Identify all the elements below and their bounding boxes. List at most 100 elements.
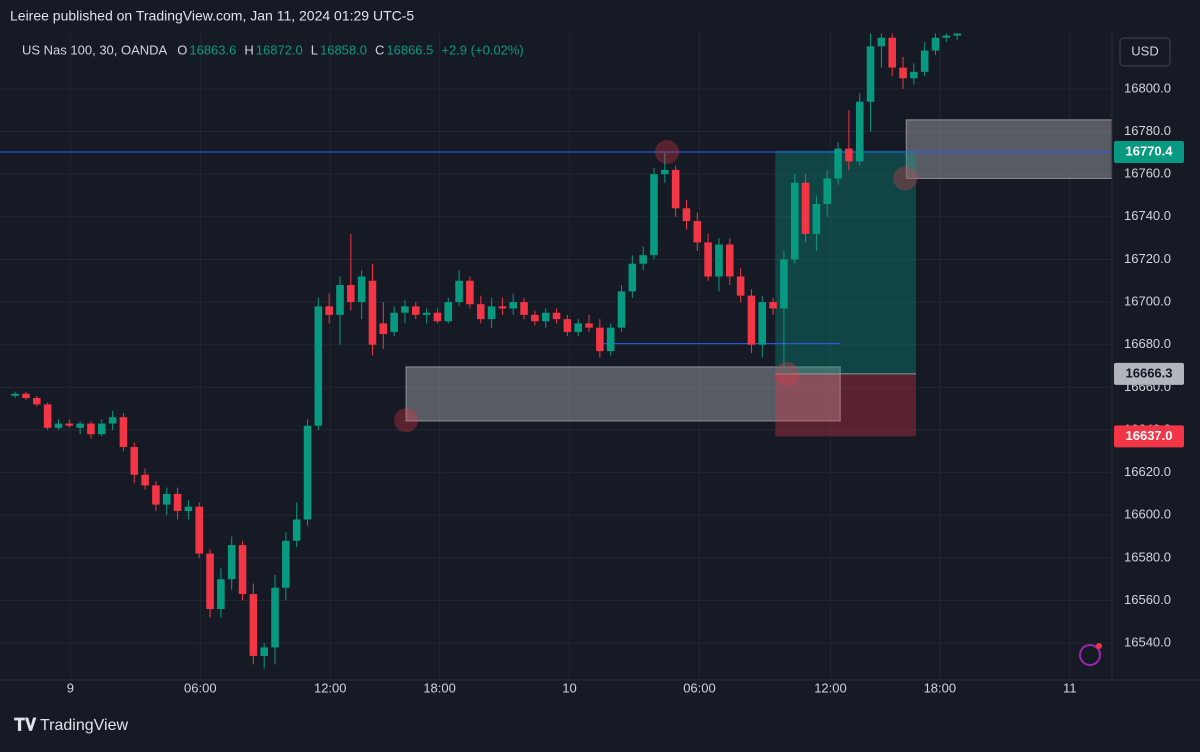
- candle-body: [11, 393, 19, 396]
- candle-body: [682, 208, 691, 222]
- legend-text: 16858.0: [320, 42, 367, 57]
- candle-body: [271, 587, 279, 648]
- candle-body: [715, 244, 723, 277]
- footer-logo: TradingView: [40, 717, 128, 734]
- price-tag: [1114, 425, 1184, 448]
- candle-body: [888, 37, 896, 68]
- price-tag: [1114, 141, 1184, 164]
- candle-body: [574, 323, 582, 332]
- legend-text: H: [244, 42, 253, 57]
- candle-body: [119, 417, 128, 448]
- candle-body: [390, 312, 398, 332]
- candle-body: [596, 327, 604, 352]
- candle-body: [206, 553, 214, 610]
- candle-body: [823, 178, 832, 205]
- candle-body: [693, 221, 702, 243]
- candle-body: [260, 647, 268, 656]
- candle-body: [227, 545, 236, 580]
- candle-body: [509, 302, 518, 309]
- x-tick-label: 10: [562, 680, 576, 695]
- legend-text: C: [375, 42, 384, 57]
- marker: [654, 140, 679, 165]
- candle-body: [292, 519, 301, 541]
- candle-body: [563, 319, 572, 332]
- candle-body: [303, 425, 312, 520]
- legend-text: +2.9 (+0.02%): [441, 42, 523, 57]
- zone: [405, 366, 841, 422]
- candle-body: [931, 37, 940, 51]
- y-tick-label: 16560.0: [1124, 592, 1171, 607]
- price-tag-label: 16770.4: [1126, 143, 1174, 158]
- candle-body: [76, 423, 84, 428]
- legend-text: US Nas 100, 30, OANDA: [22, 42, 168, 57]
- alert-icon[interactable]: [1079, 644, 1101, 666]
- candle-body: [725, 244, 734, 277]
- candle-body: [401, 306, 409, 313]
- zone: [905, 119, 1113, 179]
- marker: [394, 408, 419, 433]
- candle-body: [498, 306, 507, 309]
- candle-body: [650, 174, 658, 256]
- candle-body: [314, 306, 323, 426]
- candle-body: [152, 485, 160, 505]
- y-tick-label: 16600.0: [1124, 507, 1171, 522]
- candle-body: [747, 295, 756, 345]
- candle-body: [282, 540, 290, 588]
- currency-box[interactable]: [1119, 37, 1171, 67]
- price-tag-label: 16637.0: [1126, 428, 1173, 443]
- y-tick-label: 16680.0: [1124, 336, 1171, 351]
- candle-body: [671, 169, 680, 209]
- candle-body: [920, 50, 929, 72]
- candle-body: [54, 423, 63, 428]
- candle-body: [476, 304, 485, 320]
- candle-body: [22, 393, 30, 398]
- candle-body: [162, 493, 171, 505]
- candle-body: [325, 306, 333, 315]
- candle-body: [487, 306, 496, 320]
- x-tick-label: 12:00: [314, 680, 347, 695]
- x-tick-label: 18:00: [423, 680, 456, 695]
- candle-body: [790, 182, 799, 260]
- x-tick-label: 06:00: [184, 680, 217, 695]
- candle-body: [855, 101, 864, 162]
- profit-zone: [775, 150, 917, 374]
- legend-text: L: [311, 42, 318, 57]
- y-tick-label: 16760.0: [1124, 166, 1171, 181]
- x-tick-label: 11: [1063, 680, 1077, 695]
- y-tick-label: 16800.0: [1124, 80, 1171, 95]
- candle-body: [217, 579, 225, 610]
- legend-text: 16866.5: [386, 42, 433, 57]
- candle-body: [130, 447, 139, 475]
- candle-body: [379, 323, 388, 335]
- candle-body: [455, 280, 463, 303]
- candle-body: [877, 37, 886, 47]
- candle-body: [347, 285, 355, 303]
- candle-body: [606, 327, 615, 352]
- candle-body: [910, 71, 918, 79]
- candle-body: [953, 33, 961, 36]
- y-tick-label: 16540.0: [1124, 635, 1171, 650]
- candle-body: [541, 312, 550, 322]
- candle-body: [433, 312, 442, 322]
- candle-body: [617, 291, 626, 328]
- alert-dot: [1096, 643, 1102, 649]
- x-tick-label: 18:00: [924, 680, 957, 695]
- marker: [775, 361, 800, 386]
- candle-body: [845, 148, 853, 162]
- candle-body: [238, 545, 247, 595]
- y-tick-label: 16580.0: [1124, 549, 1171, 564]
- candle-body: [780, 259, 788, 309]
- candle-body: [899, 67, 907, 79]
- candle-body: [444, 302, 453, 322]
- candle-body: [585, 323, 593, 328]
- candle-body: [33, 397, 41, 405]
- candle-body: [108, 417, 117, 424]
- candle-body: [368, 280, 377, 345]
- candle-body: [422, 312, 431, 315]
- candle-body: [628, 263, 637, 292]
- candle-body: [65, 423, 74, 426]
- candle-body: [97, 423, 106, 435]
- legend-text: 16872.0: [256, 42, 303, 57]
- candle-body: [195, 506, 204, 554]
